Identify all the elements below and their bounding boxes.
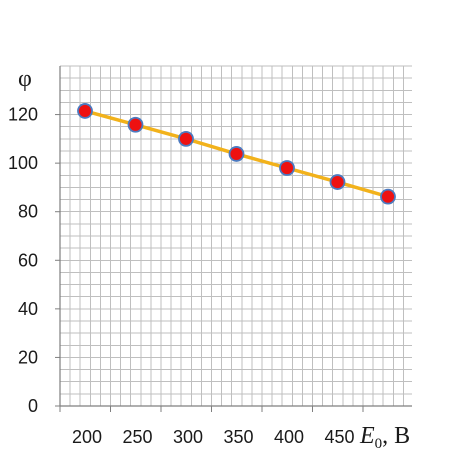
y-tick-label: 120	[8, 105, 38, 125]
x-axis-unit: , B	[382, 423, 410, 449]
x-axis-label: E0, B	[359, 423, 410, 452]
data-point	[228, 146, 245, 162]
data-point	[77, 103, 93, 119]
data-point	[279, 160, 295, 176]
y-tick-label: 0	[28, 396, 38, 416]
axes	[55, 66, 412, 412]
data-point	[380, 188, 396, 205]
x-tick-label: 250	[122, 427, 152, 447]
x-tick-label: 300	[173, 427, 203, 447]
data-points	[77, 103, 396, 205]
data-point	[127, 116, 144, 133]
y-tick-label: 60	[18, 250, 38, 270]
x-tick-label: 450	[324, 427, 354, 447]
y-tick-label: 20	[18, 347, 38, 367]
x-tick-label: 350	[223, 427, 253, 447]
data-point	[178, 130, 194, 147]
y-tick-label: 80	[18, 202, 38, 222]
tick-labels: 0 20 40 60 80 100 120 200 250 300 350 400 450	[8, 105, 355, 447]
y-axis-label: φ	[18, 66, 32, 92]
grid	[60, 65, 412, 406]
data-point	[329, 174, 346, 190]
y-tick-label: 40	[18, 299, 38, 319]
y-tick-label: 100	[8, 153, 38, 173]
x-tick-label: 200	[72, 427, 102, 447]
x-tick-label: 400	[274, 427, 304, 447]
x-axis-subscript: 0	[375, 436, 383, 452]
x-axis-variable: E	[359, 423, 375, 449]
